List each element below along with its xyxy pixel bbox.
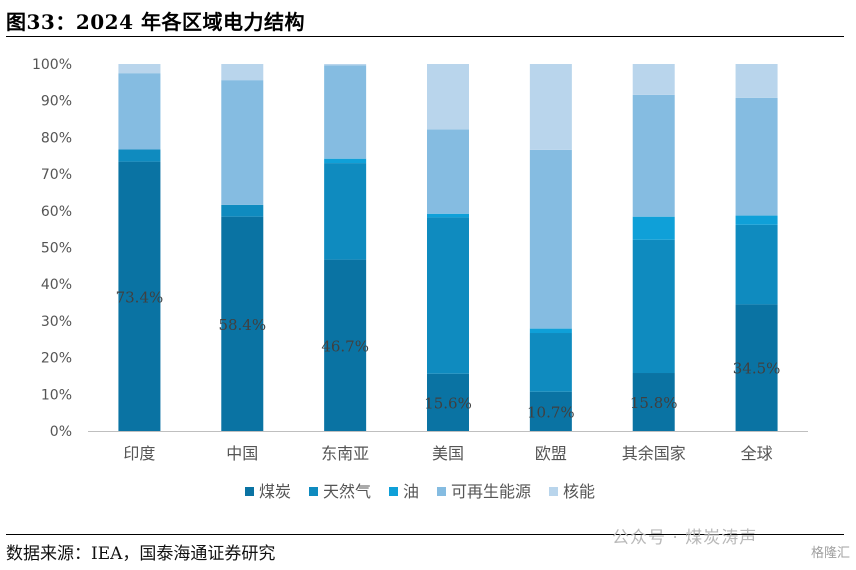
bar-segment: [735, 215, 778, 225]
bar-segment: [632, 239, 675, 374]
y-tick-label: 20%: [41, 351, 72, 367]
bar-segment: [118, 73, 161, 150]
bar-segment: [118, 64, 161, 74]
bar-segment: [221, 204, 264, 217]
data-label: 15.6%: [424, 394, 472, 412]
legend-swatch: [245, 487, 254, 496]
bar-segment: [529, 149, 572, 329]
x-tick-label: 欧盟: [535, 444, 567, 463]
bar-segment: [324, 259, 367, 431]
y-tick-label: 90%: [41, 94, 72, 110]
x-tick-label: 印度: [123, 444, 155, 463]
bar-segment: [427, 213, 469, 218]
bar-segment: [529, 64, 572, 150]
y-tick-label: 60%: [41, 204, 72, 220]
y-tick-label: 40%: [41, 277, 72, 293]
bar-segment: [529, 333, 572, 392]
bar-segment: [632, 373, 675, 431]
bar-segment: [324, 64, 367, 66]
bar-segment: [221, 64, 264, 81]
bar-segment: [632, 94, 675, 217]
bar-segment: [118, 161, 161, 431]
bar-segment: [735, 64, 778, 98]
legend-label: 天然气: [323, 482, 371, 501]
bar-segment: [529, 328, 572, 334]
bar-segment: [735, 304, 778, 431]
y-tick-label: 10%: [41, 387, 72, 403]
bar-segment: [118, 149, 161, 162]
x-tick-label: 东南亚: [321, 444, 369, 463]
source-note: 数据来源：IEA，国泰海通证券研究: [6, 544, 276, 564]
x-tick-label: 中国: [226, 444, 258, 463]
legend-label: 油: [403, 482, 419, 501]
data-label: 46.7%: [321, 337, 369, 355]
watermark-corner: 格隆汇: [810, 546, 850, 561]
bar-segment: [324, 163, 367, 260]
data-label: 58.4%: [218, 316, 266, 334]
figure-title: 图33：2024 年各区域电力结构: [6, 10, 305, 34]
data-label: 73.4%: [116, 288, 164, 306]
source-rule: [6, 534, 844, 535]
x-tick-label: 其余国家: [622, 444, 686, 463]
legend-swatch: [389, 487, 398, 496]
legend-label: 核能: [563, 482, 595, 501]
legend-swatch: [309, 487, 318, 496]
data-label: 15.8%: [630, 394, 678, 412]
legend-label: 煤炭: [259, 482, 291, 501]
bar-segment: [529, 391, 572, 431]
legend-swatch: [437, 487, 446, 496]
y-tick-label: 30%: [41, 314, 72, 330]
bar-segment: [632, 64, 675, 95]
y-tick-label: 80%: [41, 130, 72, 146]
bar-segment: [427, 64, 469, 130]
bar-segment: [324, 158, 367, 164]
bar-segment: [324, 65, 367, 159]
bar-segment: [427, 129, 469, 214]
data-label: 34.5%: [733, 360, 781, 378]
y-tick-label: 50%: [41, 241, 72, 257]
stacked-bar-chart: 0% 10% 20% 30% 40% 50% 60% 70% 80% 90% 100% 印度 73.4%…: [32, 57, 808, 501]
bar-segment: [221, 80, 264, 205]
bar-segment: [427, 373, 469, 431]
legend-swatch: [549, 487, 558, 496]
bar-segment: [427, 217, 469, 374]
y-tick-label: 70%: [41, 167, 72, 183]
legend-label: 可再生能源: [451, 482, 531, 501]
x-tick-label: 全球: [741, 444, 773, 463]
watermark-text: 公众号 · 煤炭涛声: [612, 528, 758, 548]
y-tick-label: 100%: [32, 57, 72, 73]
title-rule: [6, 36, 844, 37]
y-tick-label: 0%: [50, 424, 72, 440]
bar-segment: [632, 216, 675, 240]
x-tick-label: 美国: [432, 444, 464, 463]
bar-segment: [735, 224, 778, 305]
data-label: 10.7%: [527, 403, 575, 421]
bar-segment: [221, 216, 264, 431]
bar-segment: [735, 97, 778, 216]
